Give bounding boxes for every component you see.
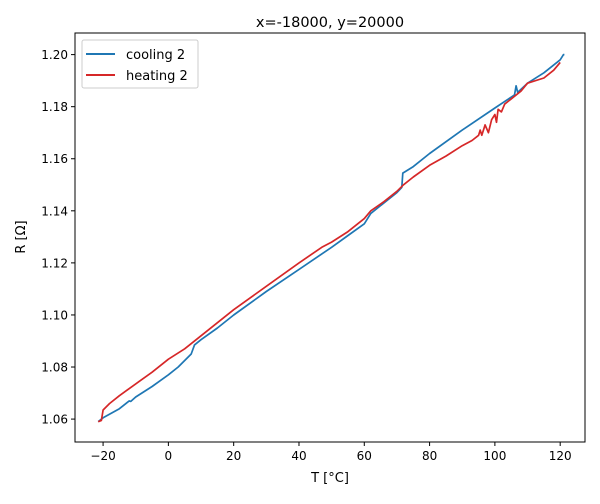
y-tick-label: 1.14 (41, 204, 68, 218)
x-tick-label: 120 (549, 449, 572, 463)
x-tick-label: 80 (422, 449, 437, 463)
y-axis-label: R [Ω] (14, 220, 29, 253)
series-layer (97, 53, 565, 423)
x-tick-label: 100 (483, 449, 506, 463)
x-axis-label: T [°C] (310, 471, 349, 486)
y-axis: 1.06 1.08 1.10 1.12 1.14 1.16 1.18 1.20 (41, 48, 75, 427)
y-tick-label: 1.16 (41, 152, 68, 166)
plot-frame (74, 32, 586, 443)
x-tick-label: 60 (357, 449, 372, 463)
y-tick-label: 1.06 (41, 413, 68, 427)
y-tick-label: 1.12 (41, 256, 68, 270)
y-tick-label: 1.18 (41, 100, 68, 114)
chart-title: x=-18000, y=20000 (256, 15, 404, 31)
x-axis: −20 0 20 40 60 80 100 120 (90, 442, 572, 463)
legend: cooling 2 heating 2 (81, 39, 199, 89)
series-line-cooling-2 (97, 53, 565, 423)
legend-label-cooling: cooling 2 (126, 48, 185, 63)
legend-label-heating: heating 2 (126, 69, 188, 84)
x-tick-label: −20 (90, 449, 115, 463)
y-tick-label: 1.08 (41, 361, 68, 375)
series-line-heating-2 (97, 61, 561, 423)
x-tick-label: 20 (226, 449, 241, 463)
y-tick-label: 1.10 (41, 308, 68, 322)
x-tick-label: 40 (291, 449, 306, 463)
x-tick-label: 0 (165, 449, 173, 463)
y-tick-label: 1.20 (41, 48, 68, 62)
